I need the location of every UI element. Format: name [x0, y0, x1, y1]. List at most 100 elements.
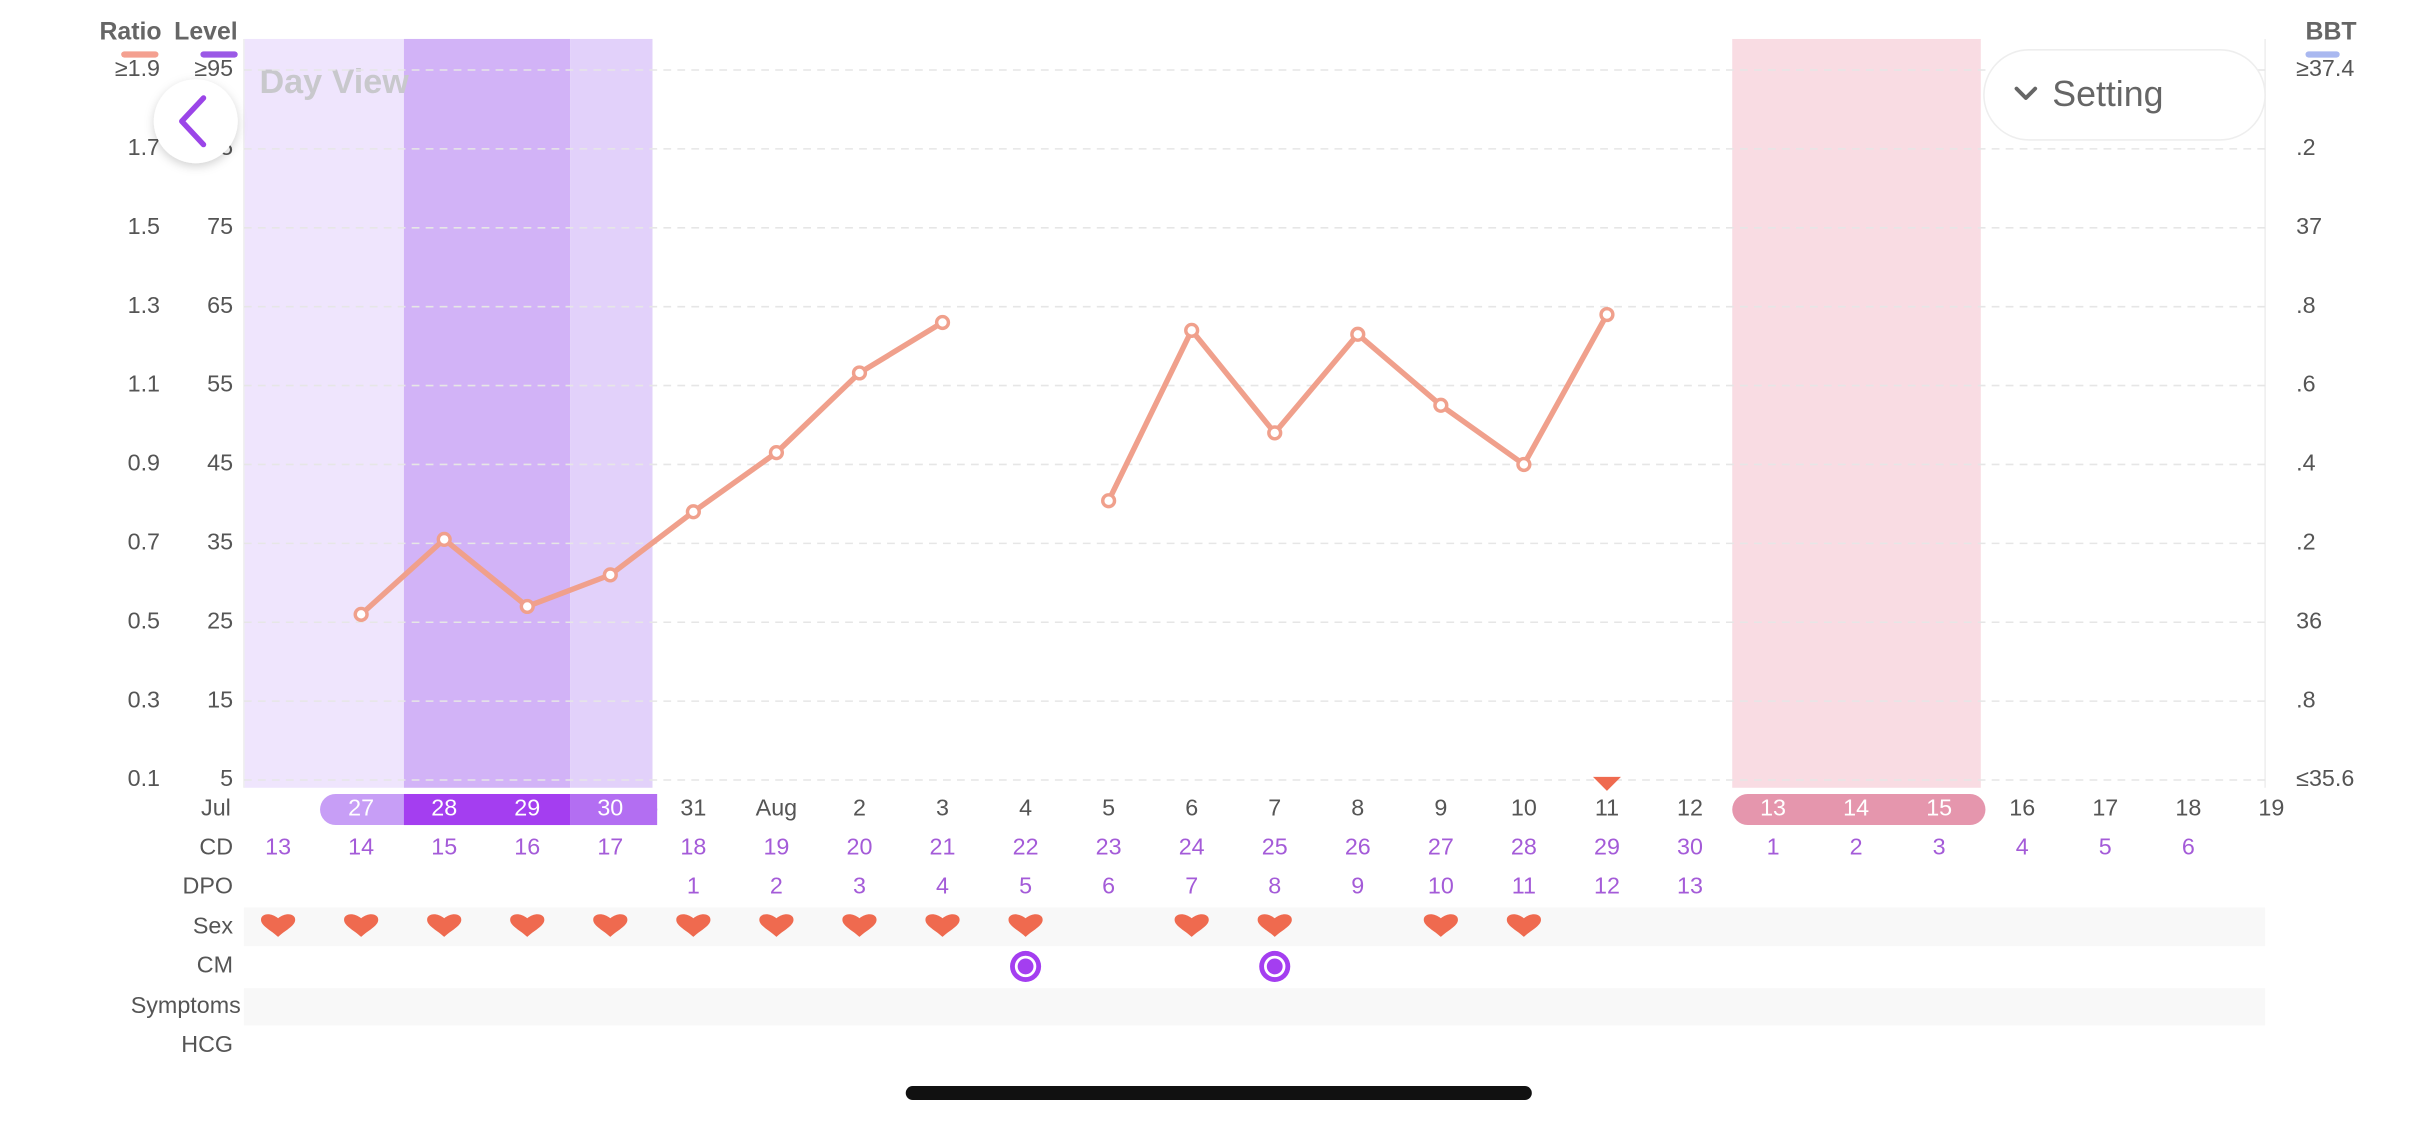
data-point — [1184, 322, 1200, 338]
y2-tick-label: .8 — [2296, 686, 2315, 712]
axis-title: Level — [174, 18, 238, 45]
cd-value: 23 — [1096, 834, 1122, 860]
cd-value: 21 — [930, 834, 956, 860]
back-icon[interactable] — [179, 95, 207, 148]
x-tick-label: 30 — [597, 795, 623, 821]
ratio-tick-label: 1.7 — [128, 134, 160, 160]
data-point — [1267, 425, 1283, 441]
x-tick-label: 11 — [1595, 795, 1619, 821]
row-label: HCG — [181, 1031, 233, 1057]
y-tick-label: 45 — [207, 450, 233, 476]
y2-tick-label: .8 — [2296, 292, 2315, 318]
x-tick-label: 15 — [1926, 795, 1952, 821]
cm-icon — [1010, 950, 1042, 982]
sex-heart — [510, 914, 545, 937]
cm-icon-inner — [1264, 955, 1286, 978]
x-tick-label: 7 — [1268, 795, 1281, 821]
data-point — [1433, 397, 1449, 413]
data-point — [1599, 306, 1615, 323]
row-band — [243, 988, 2266, 1026]
data-point — [1516, 456, 1532, 473]
data-point — [519, 598, 535, 615]
dpo-value: 11 — [1512, 872, 1536, 898]
ratio-tick-label: 0.1 — [128, 765, 160, 791]
cd-value: 28 — [1511, 834, 1537, 860]
y2-tick-label: ≤35.6 — [2296, 765, 2354, 791]
x-tick-label: 29 — [514, 795, 540, 821]
y-tick-label: 75 — [207, 213, 233, 239]
x-tick-label: 2 — [853, 795, 866, 821]
setting-label[interactable]: Setting — [2052, 74, 2163, 114]
sex-heart — [759, 914, 794, 937]
cd-value: 15 — [431, 834, 457, 860]
date-pill — [621, 793, 658, 826]
x-tick-label: 8 — [1351, 795, 1364, 821]
data-point — [1101, 493, 1117, 509]
sex-heart — [842, 914, 877, 937]
y2-tick-label: .2 — [2296, 528, 2315, 554]
row-band — [243, 907, 2266, 947]
home-indicator — [905, 1086, 1532, 1101]
dpo-value: 3 — [853, 872, 866, 898]
cd-value: 24 — [1179, 834, 1205, 860]
sex-heart — [344, 914, 379, 937]
sex-heart — [925, 914, 960, 937]
ratio-tick-label: 1.1 — [128, 371, 160, 397]
x-tick-label: 27 — [348, 795, 374, 821]
ratio-tick-label: ≥1.9 — [115, 55, 160, 81]
x-tick-label: 4 — [1019, 795, 1032, 821]
x-tick-label: 10 — [1511, 795, 1537, 821]
row-label: Sex — [193, 913, 233, 939]
dropdown-icon[interactable] — [2014, 86, 2038, 100]
data-point — [685, 504, 701, 520]
dpo-value: 8 — [1268, 872, 1281, 898]
back-button-bg[interactable] — [153, 79, 238, 164]
x-tick-label: 5 — [1102, 795, 1115, 821]
y-tick-label: 35 — [207, 528, 233, 554]
dpo-value: 1 — [687, 872, 700, 898]
x-tick-label: 31 — [680, 795, 706, 821]
x-tick-label: 18 — [2175, 795, 2201, 821]
x-tick-label: 3 — [936, 795, 949, 821]
y2-tick-label: .4 — [2296, 450, 2315, 476]
y-tick-label: 55 — [207, 371, 233, 397]
x-tick-label: 19 — [2258, 795, 2284, 821]
backgrounds — [243, 38, 2266, 1026]
dpo-value: 12 — [1594, 872, 1620, 898]
ratio-tick-label: 0.7 — [128, 528, 160, 554]
cd-value: 22 — [1013, 834, 1039, 860]
sex-heart — [593, 914, 628, 937]
y-tick-label: 5 — [220, 765, 233, 791]
cd-value: 16 — [514, 834, 540, 860]
ratio-tick-label: 0.3 — [128, 686, 160, 712]
cd-value: 2 — [1850, 834, 1863, 860]
cd-value: 14 — [348, 834, 374, 860]
cd-value: 29 — [1594, 834, 1620, 860]
ratio-tick-label: 0.5 — [128, 607, 160, 633]
cd-value: 18 — [680, 834, 706, 860]
x-tick-label: 28 — [431, 795, 457, 821]
x-tick-label: 9 — [1434, 795, 1447, 821]
dpo-value: 13 — [1677, 872, 1703, 898]
dpo-value: 10 — [1428, 872, 1454, 898]
cd-value: 5 — [2099, 834, 2112, 860]
data-point — [353, 606, 369, 622]
data-point — [934, 314, 951, 331]
sex-heart — [1008, 914, 1043, 937]
cd-value: 20 — [847, 834, 873, 860]
today-marker — [1592, 776, 1621, 791]
date-pill — [1732, 793, 1986, 826]
sex-heart — [1257, 914, 1292, 937]
setting-button-bg[interactable] — [1983, 49, 2266, 141]
back-button[interactable] — [153, 79, 238, 164]
x-tick-label: 17 — [2092, 795, 2118, 821]
dpo-value: 9 — [1351, 872, 1364, 898]
data-point — [768, 445, 785, 461]
dpo-value: 2 — [770, 872, 783, 898]
x-tick-label: 13 — [1760, 795, 1786, 821]
setting-button[interactable]: Setting — [1983, 49, 2266, 141]
date-pill — [403, 793, 571, 826]
month-label: Jul — [201, 795, 231, 821]
cd-value: 19 — [763, 834, 789, 860]
